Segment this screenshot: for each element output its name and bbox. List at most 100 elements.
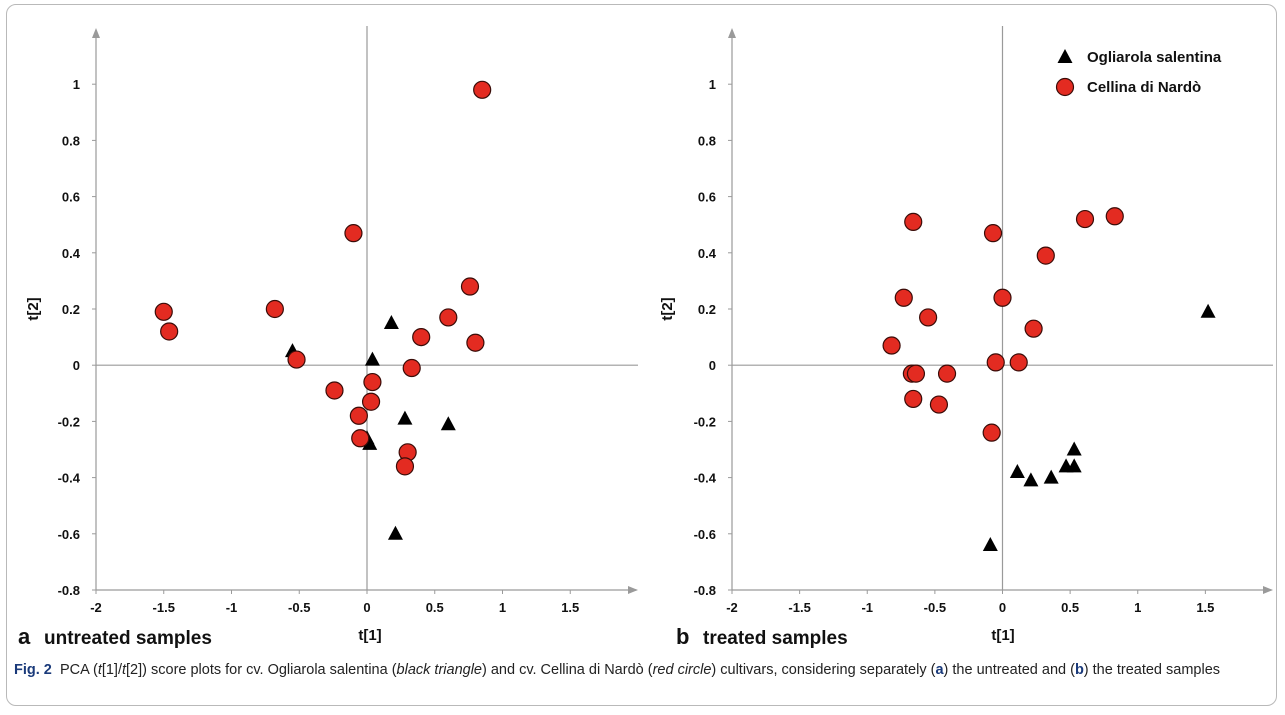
x-tick-label: -1.5 <box>788 600 810 615</box>
y-tick-label: 1 <box>709 77 716 92</box>
data-point-circle <box>983 224 1003 243</box>
panel-b: -0.8 -0.6 -0.4 -0.2 0 0.2 0.4 0.6 0.8 1 -2 -1.5 -1 -0… <box>659 26 1273 649</box>
data-point-circle <box>1075 209 1095 229</box>
x-axis-arrow <box>628 586 638 594</box>
caption-black-triangle: black triangle <box>396 662 482 678</box>
series-triangle <box>982 303 1216 552</box>
series-triangle <box>284 315 456 540</box>
panel-title: untreated samples <box>44 628 212 649</box>
series-circle <box>154 80 492 476</box>
data-point-circle <box>986 353 1005 372</box>
data-point-circle <box>929 395 949 414</box>
data-point-circle <box>906 364 926 383</box>
data-point-triangle <box>397 410 413 425</box>
data-point-triangle <box>1066 441 1082 456</box>
data-point-circle <box>919 308 938 327</box>
caption-text-3: [2]) score plots for cv. Ogliarola salen… <box>126 662 397 678</box>
y-axis-arrow <box>92 28 100 38</box>
data-point-triangle <box>1066 458 1082 473</box>
data-point-circle <box>993 288 1012 307</box>
caption-text-2: [1]/ <box>101 662 122 678</box>
data-point-circle <box>1036 246 1055 265</box>
x-tick-label: 1 <box>1134 600 1141 615</box>
plots-svg: -0.8 -0.6 -0.4 -0.2 0 0.2 0.4 0.6 0.8 1 -2 -1.5 -1 -0… <box>18 26 1273 649</box>
y-axis-label: t[2] <box>659 297 676 320</box>
data-point-circle <box>904 212 923 231</box>
x-tick-label: -1.5 <box>153 600 175 615</box>
x-tick-label: 0 <box>999 600 1006 615</box>
y-tick-label: -0.8 <box>694 583 716 598</box>
caption-text-7: ) the treated samples <box>1083 662 1221 678</box>
caption-fig-label: Fig. 2 <box>14 662 52 678</box>
data-point-triangle <box>383 315 399 330</box>
y-tick-label: -0.2 <box>694 414 716 429</box>
y-tick-label: 0.2 <box>62 302 80 317</box>
x-axis-arrow <box>1263 586 1273 594</box>
y-tick-label: 0.4 <box>62 246 81 261</box>
data-point-circle <box>473 80 492 99</box>
caption-text-5: ) cultivars, considering separately ( <box>711 662 936 678</box>
legend-marker-triangle <box>1057 49 1073 63</box>
figure-frame <box>6 4 1277 706</box>
y-tick-label: 0.6 <box>698 190 716 205</box>
panel-letter: b <box>676 624 689 649</box>
x-tick-label: 0.5 <box>426 600 444 615</box>
y-tick-label: 0.8 <box>698 133 716 148</box>
data-point-circle <box>937 364 957 383</box>
data-point-triangle <box>1023 472 1039 487</box>
panel-letter: a <box>18 624 31 649</box>
data-point-circle <box>349 406 368 425</box>
data-point-circle <box>904 389 923 409</box>
x-tick-label: 1.5 <box>561 600 579 615</box>
x-tick-label: 1.5 <box>1196 600 1214 615</box>
y-tick-label: 0 <box>709 358 716 373</box>
data-point-triangle <box>364 351 380 366</box>
y-tick-label: -0.2 <box>58 414 80 429</box>
data-point-circle <box>160 322 179 341</box>
data-point-circle <box>361 392 381 411</box>
data-point-circle <box>982 423 1001 442</box>
caption-text-6: ) the untreated and ( <box>943 662 1075 678</box>
legend: Ogliarola salentina Cellina di Nardò <box>1055 49 1222 97</box>
data-point-circle <box>412 328 431 347</box>
data-point-triangle <box>440 416 456 431</box>
x-tick-label: -2 <box>726 600 738 615</box>
x-tick-label: -0.5 <box>924 600 946 615</box>
x-tick-label: -2 <box>90 600 102 615</box>
x-axis-label: t[1] <box>991 627 1014 644</box>
legend-marker-circle <box>1055 77 1075 97</box>
data-point-circle <box>882 336 901 355</box>
y-tick-label: 0.2 <box>698 302 716 317</box>
data-point-circle <box>402 358 421 378</box>
data-point-circle <box>466 333 485 352</box>
data-point-circle <box>1009 353 1028 372</box>
legend-label: Ogliarola salentina <box>1087 49 1222 66</box>
y-tick-label: -0.6 <box>694 527 716 542</box>
caption-b: b <box>1074 662 1084 678</box>
panel-title: treated samples <box>703 628 848 649</box>
data-point-circle <box>894 288 913 307</box>
caption-a: a <box>935 662 944 678</box>
y-tick-label: -0.4 <box>58 471 81 486</box>
caption-red-circle: red circle <box>652 662 712 678</box>
y-tick-label: 0 <box>73 358 80 373</box>
x-tick-label: 1 <box>499 600 506 615</box>
y-tick-label: 0.6 <box>62 190 80 205</box>
y-tick-label: -0.4 <box>694 471 717 486</box>
x-tick-label: -1 <box>226 600 238 615</box>
data-point-circle <box>1105 207 1124 226</box>
data-point-circle <box>460 277 480 296</box>
figure-caption: Fig. 2 PCA (t[1]/t[2]) score plots for c… <box>14 660 1269 681</box>
data-point-circle <box>287 350 306 369</box>
panel-a: -0.8 -0.6 -0.4 -0.2 0 0.2 0.4 0.6 0.8 1 -2 -1.5 -1 -0… <box>18 26 638 649</box>
x-tick-label: -1 <box>861 600 873 615</box>
data-point-triangle <box>1009 463 1025 478</box>
x-tick-label: 0.5 <box>1061 600 1079 615</box>
data-point-triangle <box>362 435 378 450</box>
data-point-circle <box>325 381 344 400</box>
data-point-circle <box>395 457 415 476</box>
x-axis-label: t[1] <box>358 627 381 644</box>
data-point-circle <box>265 299 284 319</box>
data-point-triangle <box>387 525 403 540</box>
